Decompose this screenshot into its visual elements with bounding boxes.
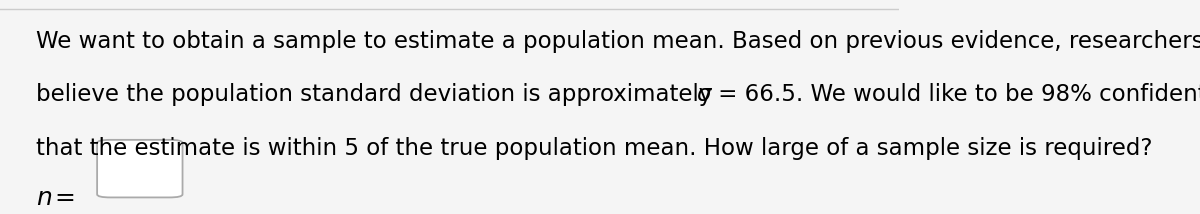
Text: We want to obtain a sample to estimate a population mean. Based on previous evid: We want to obtain a sample to estimate a…: [36, 30, 1200, 53]
FancyBboxPatch shape: [97, 140, 182, 198]
Text: =: =: [54, 186, 74, 210]
Text: $n$: $n$: [36, 186, 52, 210]
Text: believe the population standard deviation is approximately: believe the population standard deviatio…: [36, 83, 720, 106]
Text: that the estimate is within 5 of the true population mean. How large of a sample: that the estimate is within 5 of the tru…: [36, 137, 1152, 160]
Text: = 66.5. We would like to be 98% confident: = 66.5. We would like to be 98% confiden…: [710, 83, 1200, 106]
Text: σ: σ: [697, 83, 712, 106]
